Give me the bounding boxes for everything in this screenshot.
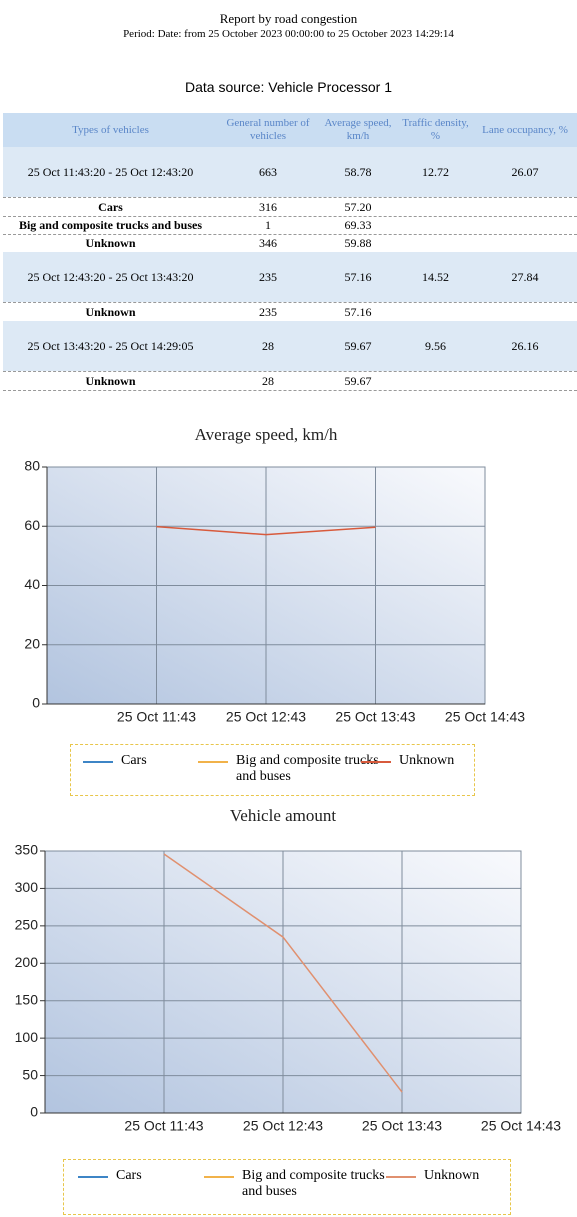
report-period: Period: Date: from 25 October 2023 00:00… (123, 28, 454, 40)
sub-cell: 59.67 (344, 373, 372, 388)
group-cell: 25 Oct 11:43:20 - 25 Oct 12:43:20 (27, 164, 194, 179)
legend-swatch (204, 1176, 234, 1178)
group-cell: 58.78 (344, 164, 372, 179)
column-header: Average speed, km/h (324, 117, 392, 142)
group-cell: 235 (259, 269, 277, 284)
legend-item: Big and composite trucks and buses (198, 753, 396, 785)
x-tick-label: 25 Oct 14:43 (481, 1118, 561, 1134)
sub-cell: Cars (98, 199, 123, 214)
x-tick-label: 25 Oct 11:43 (124, 1118, 203, 1134)
column-header: General number of vehicles (226, 117, 310, 142)
y-tick-label: 300 (15, 879, 39, 895)
sub-cell: 346 (259, 235, 277, 250)
sub-cell: 1 (265, 217, 271, 232)
legend-label: Cars (116, 1168, 142, 1183)
y-tick-label: 100 (15, 1029, 39, 1045)
legend: Cars Big and composite trucks and buses Un… (70, 744, 475, 796)
sub-cell: 316 (259, 199, 277, 214)
y-tick-label: 20 (24, 635, 40, 651)
column-header: Traffic density, % (402, 117, 469, 142)
y-tick-label: 80 (24, 458, 40, 474)
group-cell: 59.67 (344, 338, 372, 353)
legend-swatch (198, 761, 228, 763)
x-tick-label: 25 Oct 13:43 (335, 709, 415, 725)
group-cell: 57.16 (344, 269, 372, 284)
sub-cell: Unknown (85, 304, 136, 319)
sub-cell: 28 (262, 373, 274, 388)
x-tick-label: 25 Oct 11:43 (117, 709, 196, 725)
legend: Cars Big and composite trucks and buses Un… (63, 1159, 511, 1215)
group-cell: 25 Oct 12:43:20 - 25 Oct 13:43:20 (27, 269, 194, 284)
group-cell: 25 Oct 13:43:20 - 25 Oct 14:29:05 (27, 338, 194, 353)
legend-label: Unknown (424, 1168, 480, 1183)
legend-label: Unknown (399, 753, 455, 768)
group-row-bg (3, 147, 577, 197)
legend-item: Unknown (386, 1168, 479, 1184)
x-tick-label: 25 Oct 14:43 (445, 709, 525, 725)
legend-swatch (386, 1176, 416, 1178)
legend-label: Cars (121, 753, 147, 768)
group-cell: 663 (259, 164, 277, 179)
sub-cell: 235 (259, 304, 277, 319)
y-tick-label: 250 (15, 917, 39, 933)
group-row-bg (3, 252, 577, 302)
group-cell: 27.84 (511, 269, 539, 284)
group-cell: 28 (262, 338, 274, 353)
sub-cell: Unknown (85, 235, 136, 250)
group-row-bg (3, 321, 577, 371)
sub-cell: Unknown (85, 373, 136, 388)
x-tick-label: 25 Oct 12:43 (243, 1118, 323, 1134)
y-tick-label: 0 (32, 695, 40, 711)
legend-item: Big and composite trucks and buses (204, 1168, 402, 1200)
x-tick-label: 25 Oct 12:43 (226, 709, 306, 725)
y-tick-label: 50 (22, 1066, 38, 1082)
sub-cell: 57.16 (344, 304, 372, 319)
group-cell: 26.16 (511, 338, 539, 353)
y-tick-label: 150 (15, 991, 39, 1007)
group-cell: 12.72 (422, 164, 449, 179)
row-separator (3, 197, 577, 198)
legend-swatch (361, 761, 391, 763)
y-tick-label: 350 (15, 842, 39, 858)
y-tick-label: 40 (24, 576, 40, 592)
row-separator (3, 371, 577, 372)
sub-cell: 69.33 (344, 217, 372, 232)
report-title: Report by road congestion (219, 11, 358, 26)
sub-cell: Big and composite trucks and buses (18, 217, 203, 232)
chart-title: Vehicle amount (230, 806, 336, 825)
series-line (163, 853, 403, 1093)
series-line (156, 525, 376, 536)
sub-cell: 57.20 (344, 199, 372, 214)
legend-item: Unknown (361, 753, 454, 769)
legend-label: Big and composite trucks and buses (236, 753, 379, 784)
data-source: Data source: Vehicle Processor 1 (185, 79, 392, 95)
sub-cell: 59.88 (344, 235, 372, 250)
chart-title: Average speed, km/h (195, 425, 338, 444)
report-table: Types of vehicles General number of vehic… (3, 113, 577, 391)
legend-swatch (78, 1176, 108, 1178)
x-tick-label: 25 Oct 13:43 (362, 1118, 442, 1134)
legend-item: Cars (78, 1168, 142, 1184)
y-tick-label: 0 (30, 1104, 38, 1120)
legend-label: Big and composite trucks and buses (242, 1168, 385, 1199)
row-separator (3, 234, 577, 235)
group-cell: 14.52 (422, 269, 449, 284)
column-header: Types of vehicles (72, 123, 149, 136)
row-separator (3, 390, 577, 391)
header-bg (3, 113, 577, 147)
y-tick-label: 200 (15, 954, 39, 970)
row-separator (3, 216, 577, 217)
group-cell: 9.56 (425, 338, 446, 353)
row-separator (3, 302, 577, 303)
legend-swatch (83, 761, 113, 763)
legend-item: Cars (83, 753, 147, 769)
column-header: Lane occupancy, % (482, 123, 568, 136)
y-tick-label: 60 (24, 517, 40, 533)
group-cell: 26.07 (511, 164, 539, 179)
